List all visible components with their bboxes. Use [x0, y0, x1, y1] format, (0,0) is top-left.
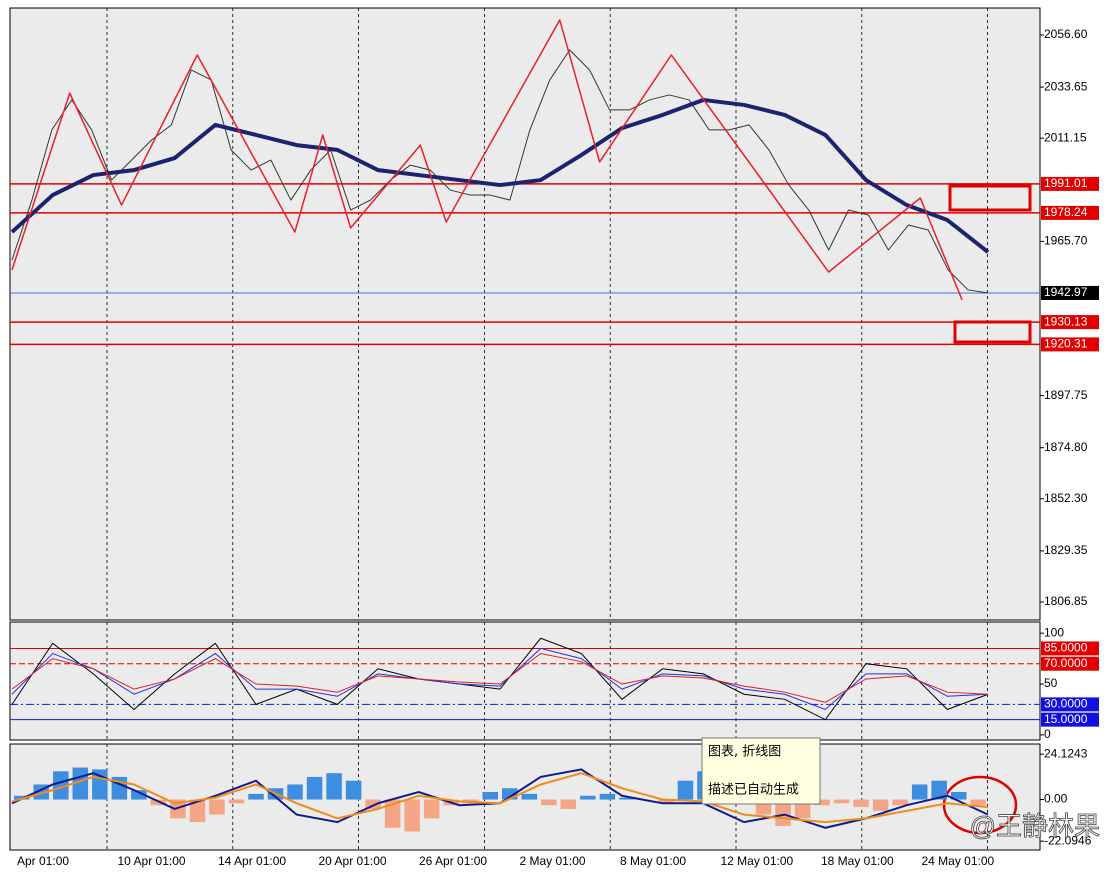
level-label-bg: [1041, 656, 1099, 671]
histogram-bar: [931, 780, 947, 800]
histogram-bar: [170, 799, 186, 819]
price-label-bg: [1041, 176, 1099, 191]
tooltip-box: [701, 737, 821, 805]
histogram-bar: [599, 793, 616, 800]
y-tick-label: -22.0946: [1044, 833, 1092, 847]
histogram-bar: [872, 799, 889, 811]
y-tick-label: 1897.75: [1044, 388, 1088, 402]
histogram-bar: [521, 793, 538, 800]
tooltip: 图表, 折线图 描述已自动生成: [701, 737, 821, 805]
histogram-bar: [287, 784, 303, 800]
x-tick-label: Apr 01:00: [17, 854, 69, 868]
x-tick-label: 18 May 01:00: [821, 854, 894, 868]
histogram-bar: [482, 792, 498, 800]
price-label-bg: [1041, 337, 1099, 352]
level-label-bg: [1041, 641, 1099, 656]
watermark: @王静林果: [970, 811, 1100, 841]
y-tick-label: 1965.70: [1044, 234, 1088, 248]
histogram-bar: [892, 799, 908, 806]
histogram-bar: [814, 799, 830, 806]
y-tick-label: 1874.80: [1044, 440, 1088, 454]
price-label-bg: [1041, 315, 1099, 330]
histogram-bar: [619, 797, 635, 800]
y-tick-label: 50: [1044, 676, 1058, 690]
tooltip-text: 描述已自动生成: [708, 783, 799, 798]
histogram-bar: [658, 799, 674, 804]
histogram-bar: [209, 799, 225, 815]
y-tick-label: 0.00: [1044, 792, 1068, 806]
level-label: 15.0000: [1044, 712, 1088, 726]
oscillator-line: [11, 652, 989, 703]
y-tick-label: 0: [1044, 727, 1051, 741]
histogram-bar: [306, 776, 323, 800]
x-tick-label: 24 May 01:00: [922, 854, 995, 868]
level-label: 70.0000: [1044, 656, 1088, 670]
histogram-bar: [423, 799, 440, 819]
histogram-bar: [384, 799, 401, 828]
oscillator-panel: [9, 621, 1041, 741]
histogram-bar: [502, 788, 518, 800]
level-label-bg: [1041, 697, 1099, 712]
x-tick-label: 2 May 01:00: [520, 854, 586, 868]
zigzag-line: [11, 19, 963, 301]
price-line: [11, 49, 989, 294]
price-label-bg: [1041, 205, 1099, 220]
histogram-bar: [365, 799, 381, 809]
histogram-bar: [853, 799, 869, 808]
y-tick-label: 100: [1044, 625, 1064, 639]
y-tick-label: 2056.60: [1044, 27, 1088, 41]
x-tick-label: 26 Apr 01:00: [419, 854, 487, 868]
oscillator-line: [11, 637, 989, 721]
histogram-bar: [541, 799, 557, 806]
x-tick-label: 10 Apr 01:00: [118, 854, 186, 868]
x-tick-label: 12 May 01:00: [721, 854, 794, 868]
histogram-bar: [560, 799, 577, 809]
histogram-bar: [345, 780, 362, 800]
y-tick-label: 2033.65: [1044, 79, 1088, 93]
histogram-bar: [248, 793, 264, 800]
histogram-bar: [404, 799, 420, 832]
level-label: 30.0000: [1044, 697, 1088, 711]
histogram-bar: [950, 792, 967, 800]
price-label: 1942.97: [1044, 285, 1088, 299]
histogram-bar: [131, 790, 147, 800]
histogram-bar: [228, 799, 245, 804]
highlight-circle: [942, 775, 1018, 835]
price-panel: [9, 7, 1041, 621]
y-tick-label: 24.1243: [1044, 746, 1088, 760]
histogram-bar: [326, 773, 342, 800]
histogram-bar: [677, 780, 694, 800]
histogram-bar: [53, 771, 69, 800]
tooltip-title: 图表, 折线图: [708, 745, 781, 760]
price-label-bg: [1041, 285, 1099, 300]
level-label: 85.0000: [1044, 641, 1088, 655]
moving-average: [10, 97, 990, 254]
price-label: 1978.24: [1044, 205, 1088, 219]
histogram-bar: [580, 795, 596, 800]
histogram-bar: [189, 799, 206, 823]
histogram-bar: [833, 799, 850, 804]
y-tick-label: 1852.30: [1044, 491, 1088, 505]
y-tick-label: 1829.35: [1044, 543, 1088, 557]
price-label: 1920.31: [1044, 337, 1088, 351]
x-tick-label: 14 Apr 01:00: [218, 854, 286, 868]
histogram-bar: [911, 784, 928, 800]
histogram-bar: [970, 799, 986, 806]
macd-line: [11, 772, 989, 824]
price-label: 1930.13: [1044, 314, 1088, 328]
x-tick-label: 20 Apr 01:00: [319, 854, 387, 868]
y-tick-label: 2011.15: [1044, 130, 1087, 144]
level-label-bg: [1041, 712, 1099, 727]
x-tick-label: 8 May 01:00: [620, 854, 686, 868]
y-tick-label: 1806.85: [1044, 594, 1088, 608]
price-label: 1991.01: [1044, 176, 1088, 190]
histogram-bar: [14, 795, 30, 800]
target-box: [948, 184, 1032, 212]
